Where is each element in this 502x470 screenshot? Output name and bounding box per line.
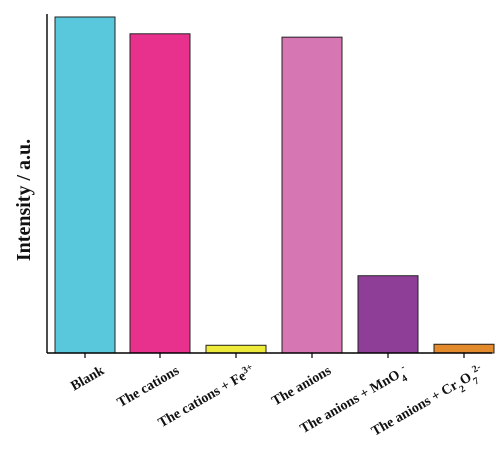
x-ticks — [84, 353, 465, 358]
bar-5 — [357, 275, 419, 354]
bars-group — [54, 16, 495, 354]
bar-2 — [129, 33, 191, 354]
bar-6 — [433, 343, 495, 354]
bar-3 — [205, 344, 267, 354]
bar-4 — [281, 36, 343, 354]
bar-1 — [54, 16, 116, 354]
x-tick-label-1: Blank — [68, 363, 107, 394]
x-tick-label-4: The anions — [270, 363, 335, 409]
x-tick-label-2: The cations — [115, 363, 183, 411]
y-axis-label: Intensity / a.u. — [13, 139, 35, 261]
